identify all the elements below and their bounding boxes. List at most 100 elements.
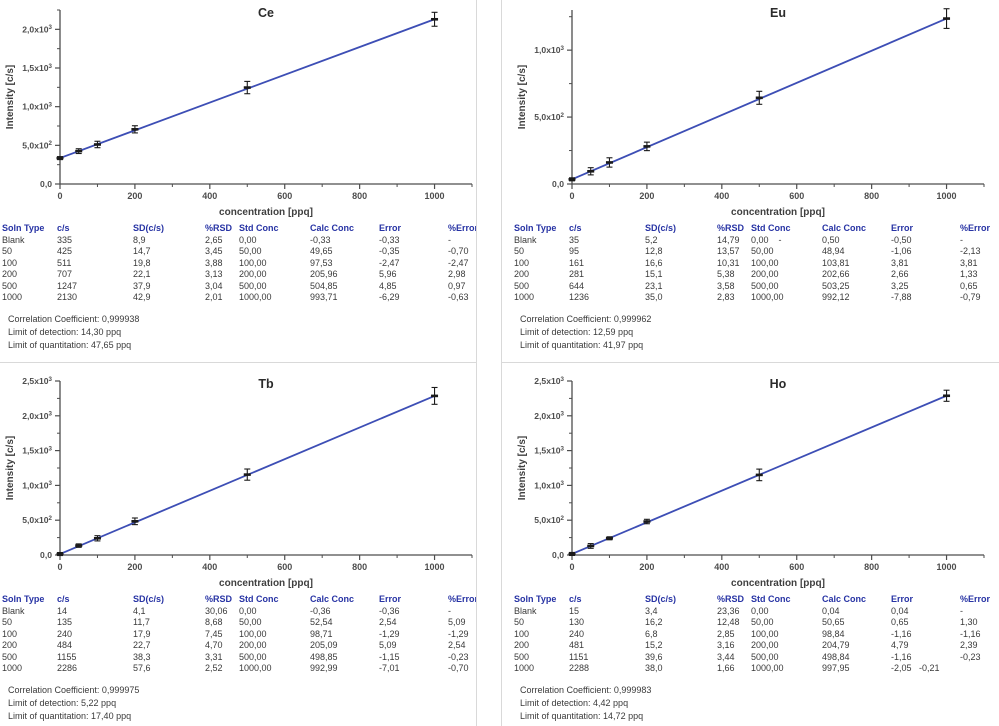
svg-text:2,0x103: 2,0x103 — [534, 411, 564, 421]
table-cell: 200 — [2, 269, 18, 279]
table-cell: 50 — [514, 617, 525, 627]
table-cell: 50,00 — [751, 617, 774, 627]
table-cell: 2,52 — [205, 663, 223, 673]
table-cell: 644 — [569, 280, 585, 291]
calibration-table-ho: Soln Type c/s SD(c/s) %RSD Std Conc Calc Conc… — [514, 594, 999, 675]
table-cell: 2,54 — [448, 640, 466, 650]
column-header: Soln Type — [2, 223, 45, 233]
table-cell: 100 — [514, 628, 530, 639]
table-row: 500 1151 39,6 3,44 500,00 498,84 -1,16 -0,23 — [514, 652, 999, 664]
table-cell: 100 — [514, 257, 530, 268]
table-cell: 23,1 — [645, 280, 663, 291]
stats-block-ho: Correlation Coefficient: 0,999983 Limit o… — [520, 684, 999, 723]
table-cell: 50 — [514, 246, 525, 256]
table-cell: -1,29 — [448, 628, 469, 639]
table-cell: 1000 — [2, 292, 23, 302]
table-cell: 204,79 — [822, 640, 850, 650]
panel-ho: 0 200 400 600 800 1000 0,0 5,0x102 1,0x103 1,5x10… — [501, 363, 999, 726]
table-cell: -0,36 — [379, 605, 400, 616]
table-cell: 1000,00 — [239, 292, 272, 302]
svg-text:2,0x103: 2,0x103 — [22, 24, 52, 34]
table-cell: -0,50 — [891, 234, 912, 245]
table-cell: 500,00 — [751, 280, 779, 291]
table-row: 500 644 23,1 3,58 500,00 503,25 3,25 0,65 — [514, 281, 999, 293]
table-cell: -0,33 — [379, 234, 400, 245]
svg-text:600: 600 — [789, 562, 804, 572]
table-cell: 130 — [569, 617, 585, 627]
table-cell: 98,84 — [822, 628, 845, 639]
table-header-row: Soln Type c/s SD(c/s) %RSD Std Conc Calc Conc… — [514, 594, 999, 606]
table-cell: 16,6 — [645, 257, 663, 268]
column-header: %RSD — [717, 223, 745, 233]
svg-text:200: 200 — [127, 191, 142, 201]
table-cell: 0,00 — [239, 234, 257, 245]
svg-text:800: 800 — [352, 562, 367, 572]
table-cell: 4,1 — [133, 605, 146, 616]
table-cell: 52,54 — [310, 617, 333, 627]
table-cell: 50,65 — [822, 617, 845, 627]
table-cell: 1000 — [514, 292, 535, 302]
table-cell: 484 — [57, 640, 73, 650]
table-cell: 14,79 — [717, 234, 740, 245]
stat-line: Limit of detection: 12,59 ppq — [520, 326, 634, 337]
table-cell: 15,1 — [645, 269, 663, 279]
table-cell: 13,57 — [717, 246, 740, 256]
table-row: Blank 335 8,9 2,65 0,00 -0,33 -0,33 - — [2, 235, 476, 247]
table-cell: 205,09 — [310, 640, 338, 650]
svg-text:2,5x103: 2,5x103 — [534, 376, 564, 386]
table-cell: 2130 — [57, 292, 78, 302]
table-cell: 100,00 — [239, 257, 267, 268]
table-cell: 2,98 — [448, 269, 466, 279]
calibration-chart-eu: 0 200 400 600 800 1000 0,0 5,0x102 1,0x103 Eu conc… — [517, 6, 985, 218]
table-cell: 17,9 — [133, 628, 151, 639]
svg-text:Intensity [c/s]: Intensity [c/s] — [517, 65, 528, 129]
table-cell: 50,00 — [751, 246, 774, 256]
svg-text:1,0x103: 1,0x103 — [22, 101, 52, 111]
svg-text:1000: 1000 — [937, 562, 957, 572]
table-cell: -0,70 — [448, 246, 469, 256]
table-cell: -0,36 — [310, 605, 331, 616]
table-cell: 12,48 — [717, 617, 740, 627]
column-header: Calc Conc — [310, 594, 355, 604]
svg-text:2,0x103: 2,0x103 — [22, 411, 52, 421]
table-cell: -1,06 — [891, 246, 912, 256]
table-cell: 200 — [2, 640, 18, 650]
svg-text:Intensity [c/s]: Intensity [c/s] — [5, 436, 16, 500]
table-cell: 3,16 — [717, 640, 735, 650]
table-cell: - — [448, 234, 451, 245]
table-row: Blank 14 4,1 30,06 0,00 -0,36 -0,36 - — [2, 606, 476, 618]
table-cell: 12,8 — [645, 246, 663, 256]
table-cell: - — [960, 605, 963, 616]
table-cell: 0,04 — [822, 605, 840, 616]
table-cell: 98,71 — [310, 628, 333, 639]
table-cell: 100 — [2, 257, 18, 268]
table-cell: 3,44 — [717, 651, 735, 662]
table-row: 200 707 22,1 3,13 200,00 205,96 5,96 2,98 — [2, 269, 476, 281]
table-cell: Blank — [2, 605, 25, 616]
table-cell: 2286 — [57, 663, 78, 673]
svg-text:0,0: 0,0 — [552, 550, 564, 560]
svg-text:1,5x103: 1,5x103 — [534, 445, 564, 455]
table-cell: 425 — [57, 246, 73, 256]
svg-text:Intensity [c/s]: Intensity [c/s] — [517, 436, 528, 500]
table-row: 200 484 22,7 4,70 200,00 205,09 5,09 2,54 — [2, 640, 476, 652]
table-cell: 135 — [57, 617, 73, 627]
svg-text:800: 800 — [864, 191, 879, 201]
column-header: SD(c/s) — [645, 223, 677, 233]
table-cell: 3,45 — [205, 246, 223, 256]
table-cell: 2,54 — [379, 617, 397, 627]
svg-text:2,5x103: 2,5x103 — [22, 376, 52, 386]
table-cell: 100,00 — [751, 628, 779, 639]
table-cell: 200 — [514, 640, 530, 650]
table-cell: 6,8 — [645, 628, 658, 639]
column-header: Error — [379, 594, 402, 604]
table-cell: 997,95 — [822, 663, 850, 673]
table-cell: 100,00 — [751, 257, 779, 268]
table-cell: 500 — [514, 651, 530, 662]
svg-text:5,0x102: 5,0x102 — [22, 140, 52, 150]
table-cell: Blank — [514, 234, 537, 245]
table-cell: 498,85 — [310, 651, 338, 662]
table-cell: -0,70 — [448, 663, 469, 673]
svg-text:800: 800 — [352, 191, 367, 201]
svg-text:1000: 1000 — [425, 562, 445, 572]
